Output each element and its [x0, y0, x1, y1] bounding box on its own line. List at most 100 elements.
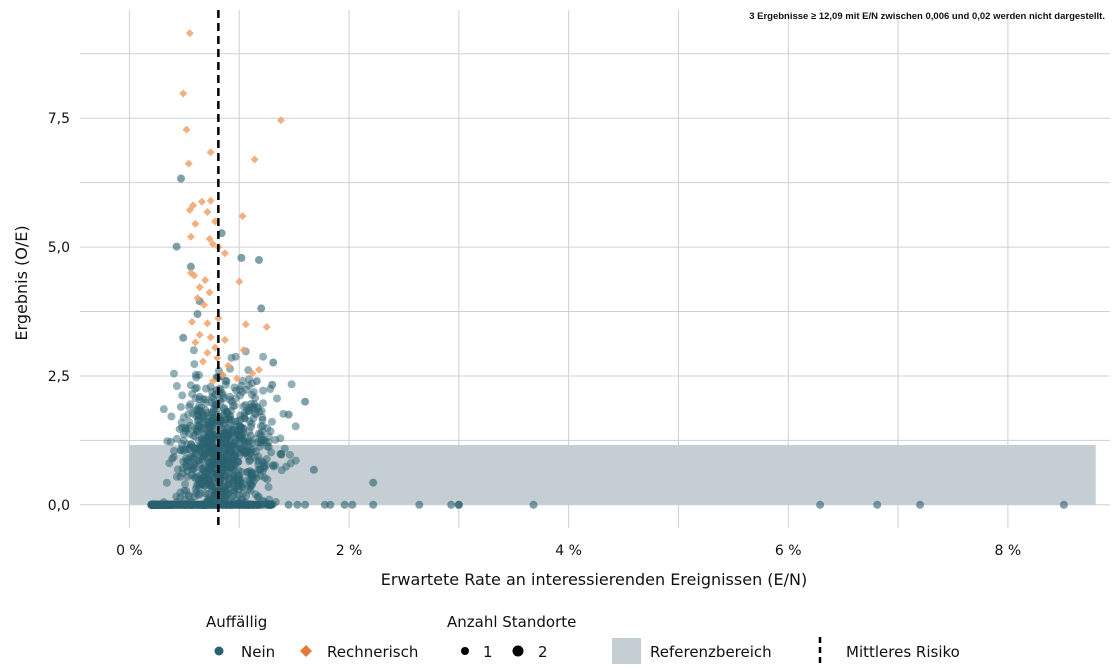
rechnerisch-point — [190, 271, 199, 280]
nein-point — [245, 500, 254, 509]
nein-point — [245, 476, 254, 485]
rechnerisch-point — [211, 217, 220, 226]
nein-point — [235, 425, 244, 434]
nein-point — [264, 483, 273, 492]
nein-point — [225, 395, 234, 404]
nein-point — [244, 375, 253, 384]
nein-point — [201, 453, 210, 462]
nein-point — [241, 449, 250, 458]
rechnerisch-point — [182, 125, 191, 134]
nein-point — [186, 262, 195, 271]
nein-point — [186, 381, 195, 390]
nein-point — [202, 468, 211, 477]
nein-point — [207, 485, 216, 494]
rechnerisch-point — [206, 148, 215, 157]
nein-point — [202, 384, 211, 393]
nein-point — [291, 422, 300, 431]
nein-point — [181, 424, 190, 433]
nein-point — [179, 413, 188, 422]
nein-point — [873, 500, 882, 509]
nein-point — [221, 439, 230, 448]
legend-size-1-marker — [461, 647, 469, 655]
nein-point — [271, 435, 280, 444]
nein-point — [173, 465, 182, 474]
nein-point — [326, 500, 335, 509]
rechnerisch-point — [195, 330, 204, 339]
nein-point — [227, 446, 236, 455]
nein-point — [185, 402, 194, 411]
nein-point — [188, 409, 197, 418]
nein-point — [179, 333, 188, 342]
nein-point — [816, 500, 825, 509]
rechnerisch-point — [195, 283, 204, 292]
rechnerisch-point — [276, 116, 285, 125]
rechnerisch-point — [239, 346, 248, 355]
rechnerisch-point — [203, 348, 212, 357]
nein-point — [192, 383, 201, 392]
nein-point — [198, 444, 207, 453]
nein-point — [177, 174, 186, 183]
nein-point — [348, 500, 357, 509]
nein-point — [172, 382, 181, 391]
nein-point — [231, 352, 240, 361]
nein-point — [916, 500, 925, 509]
nein-point — [253, 438, 262, 447]
legend-rechnerisch-label: Rechnerisch — [327, 643, 418, 661]
nein-point — [287, 380, 296, 389]
legend-title-auffaellig: Auffällig — [206, 613, 267, 631]
nein-point — [193, 416, 202, 425]
nein-point — [181, 480, 190, 489]
nein-point — [224, 415, 233, 424]
rechnerisch-point — [203, 208, 212, 217]
nein-point — [251, 394, 260, 403]
nein-point — [169, 369, 178, 378]
nein-point — [301, 500, 310, 509]
axis-ticks: 0 % 2 % 4 % 6 % 8 % 0,0 2,5 5,0 7,5 — [48, 111, 1021, 559]
nein-point — [320, 500, 329, 509]
x-tick-label: 6 % — [775, 543, 802, 559]
y-tick-label: 2,5 — [48, 369, 70, 385]
nein-point — [202, 398, 211, 407]
rechnerisch-point — [191, 219, 200, 228]
nein-point — [257, 407, 266, 416]
nein-point — [148, 500, 157, 509]
nein-point — [184, 491, 193, 500]
legend-nein-label: Nein — [241, 643, 275, 661]
nein-point — [167, 412, 176, 421]
nein-point — [194, 490, 203, 499]
nein-point — [180, 500, 189, 509]
nein-point — [246, 486, 255, 495]
nein-point — [239, 440, 248, 449]
nein-point — [228, 470, 237, 479]
nein-point — [168, 454, 177, 463]
nein-point — [172, 472, 181, 481]
nein-point — [209, 408, 218, 417]
nein-point — [176, 402, 185, 411]
legend-title-anzahl: Anzahl Standorte — [447, 613, 576, 631]
nein-point — [230, 485, 239, 494]
nein-point — [193, 310, 202, 319]
nein-point — [170, 446, 179, 455]
nein-point — [447, 500, 456, 509]
nein-point — [224, 428, 233, 437]
nein-point — [204, 475, 213, 484]
nein-point — [240, 412, 249, 421]
rechnerisch-point — [233, 374, 242, 383]
nein-point — [206, 496, 215, 505]
nein-point — [301, 397, 310, 406]
rechnerisch-point — [214, 314, 223, 323]
nein-point — [190, 463, 199, 472]
nein-point — [195, 395, 204, 404]
nein-point — [236, 432, 245, 441]
x-axis-title: Erwartete Rate an interessierenden Ereig… — [381, 570, 808, 589]
rechnerisch-point — [206, 196, 215, 205]
nein-point — [218, 454, 227, 463]
nein-point — [187, 497, 196, 506]
legend-size-1-label: 1 — [483, 643, 493, 661]
nein-point — [258, 422, 267, 431]
nein-point — [172, 492, 181, 501]
x-tick-label: 8 % — [995, 543, 1022, 559]
nein-point — [260, 473, 269, 482]
nein-point — [284, 500, 293, 509]
legend-referenz-label: Referenzbereich — [650, 643, 772, 661]
